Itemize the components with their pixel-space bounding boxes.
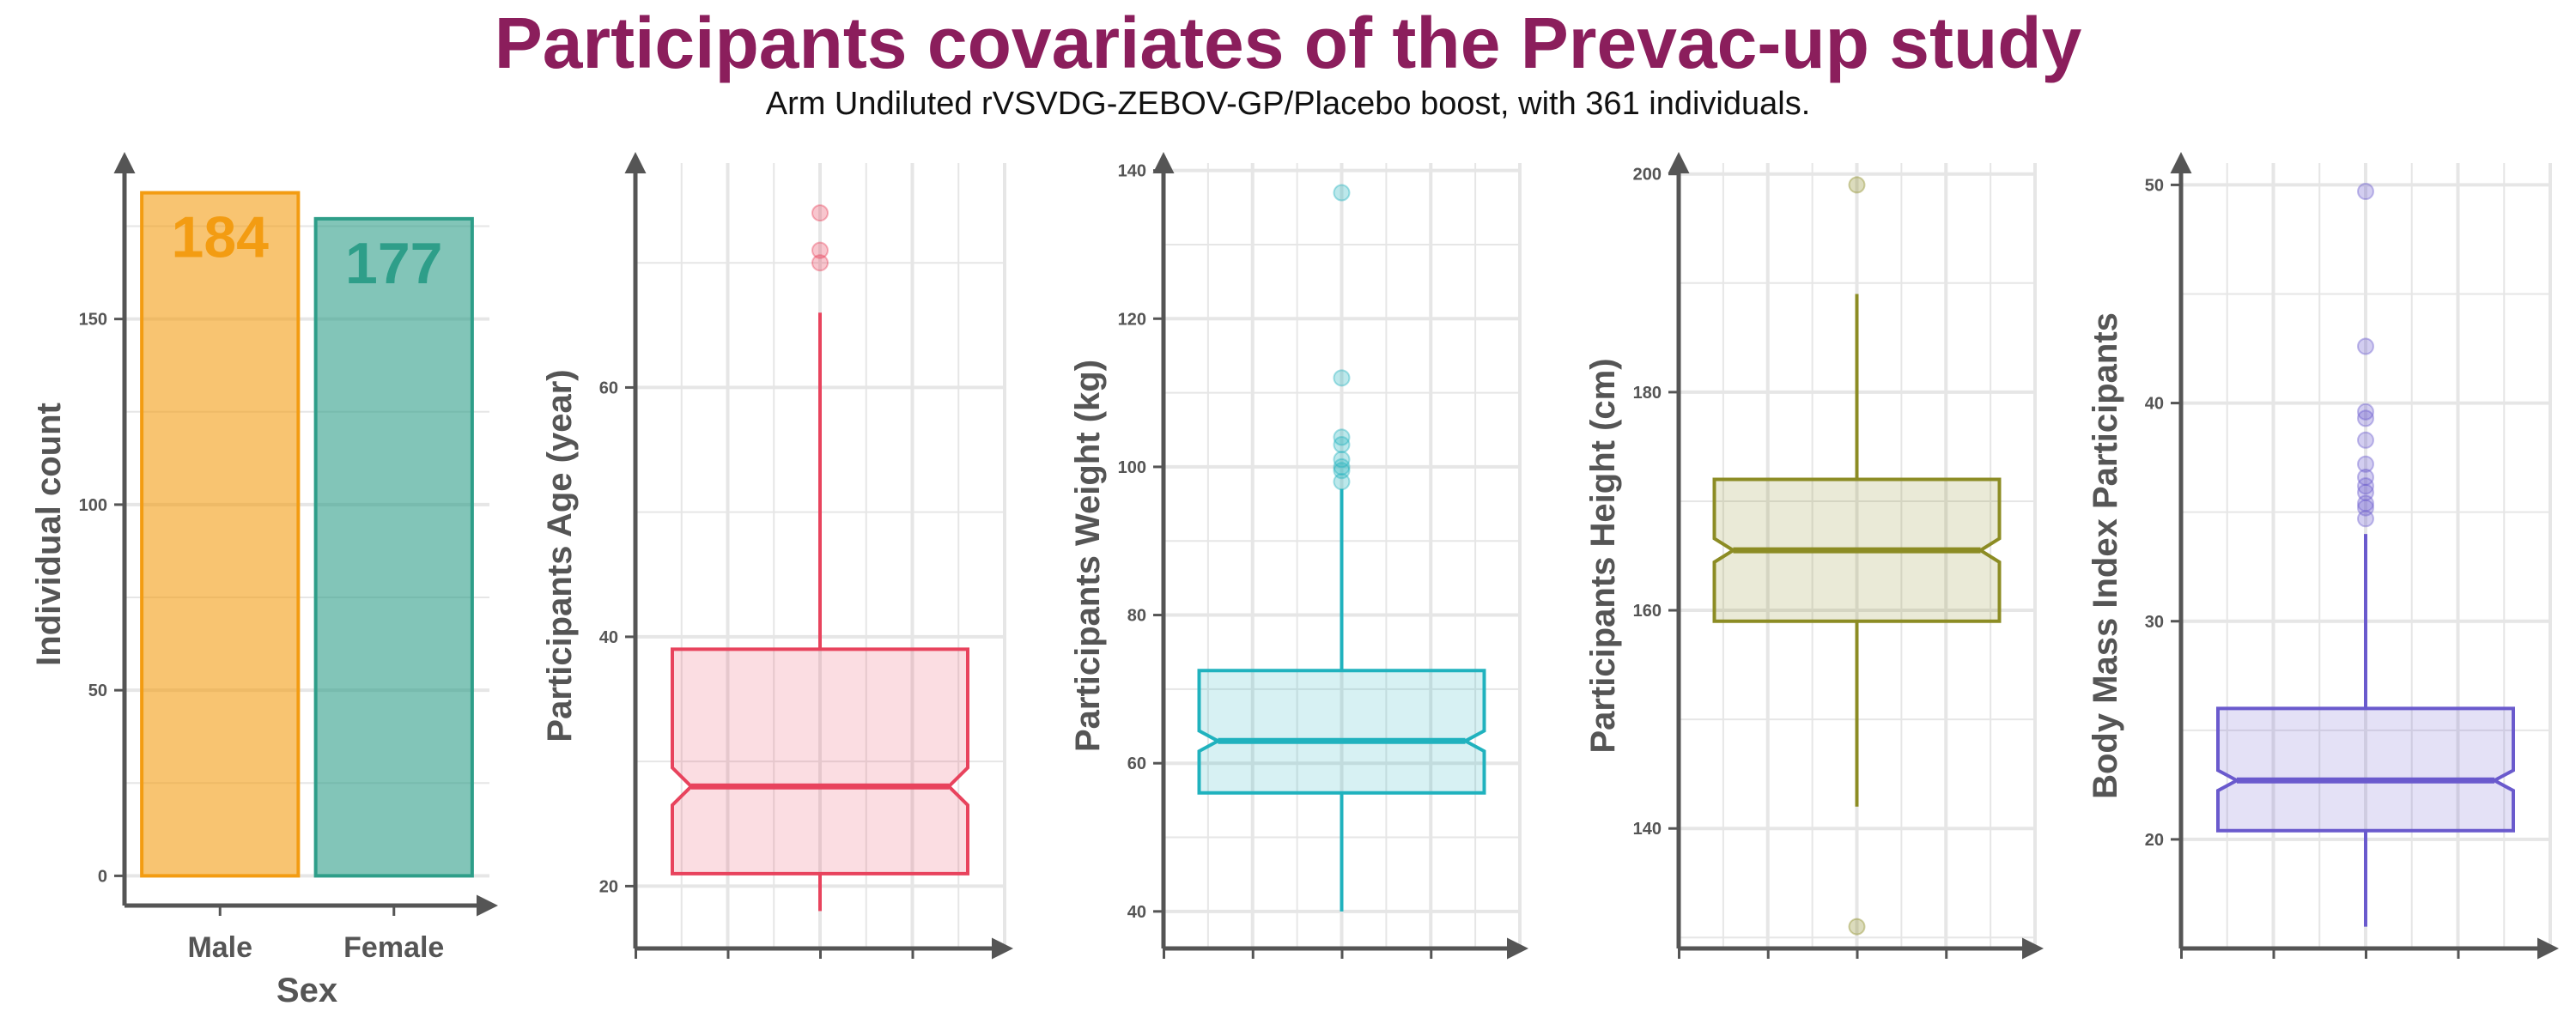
outlier-point — [2357, 469, 2374, 486]
y-tick-label: 30 — [2145, 613, 2164, 632]
outlier-point — [811, 204, 829, 222]
outlier-point — [1333, 462, 1351, 480]
y-tick-label: 40 — [1127, 903, 1146, 922]
chart-panel-2: 20 40 60 Participants Age (year) — [541, 152, 1013, 960]
figure-subtitle: Arm Undiluted rVSVDG-ZEBOV-GP/Placebo bo… — [765, 86, 1811, 122]
y-axis-label: Participants Height (cm) — [1584, 358, 1622, 753]
y-tick-label: 150 — [79, 311, 107, 330]
y-axis-label: Body Mass Index Participants — [2087, 312, 2124, 799]
outlier-point — [1333, 184, 1351, 202]
bar-male — [140, 191, 301, 878]
outlier-point — [1333, 451, 1351, 469]
outlier-point — [2357, 409, 2374, 427]
box-iqr — [2216, 706, 2515, 833]
outlier-point — [2357, 431, 2374, 449]
chart-panel-1: 0 50 100 150 Individual count 184 Male 177 Femal… — [30, 152, 498, 1009]
y-tick-label: 40 — [599, 628, 618, 647]
y-axis-label: Participants Age (year) — [541, 369, 579, 742]
outlier-point — [1333, 428, 1351, 446]
box-iqr — [671, 647, 969, 876]
bar-female — [313, 216, 474, 878]
y-tick-label: 60 — [599, 379, 618, 397]
bar-value-label: 177 — [345, 231, 442, 296]
y-tick-label: 20 — [599, 877, 618, 896]
y-tick-label: 50 — [88, 682, 107, 700]
y-tick-label: 100 — [79, 496, 107, 515]
y-tick-label: 140 — [1118, 162, 1146, 181]
y-tick-label: 100 — [1118, 458, 1146, 477]
y-tick-label: 50 — [2145, 176, 2164, 195]
outlier-point — [1848, 918, 1866, 936]
y-axis-label: Participants Weight (kg) — [1069, 360, 1107, 752]
outlier-point — [2357, 183, 2374, 201]
y-tick-label: 60 — [1127, 754, 1146, 773]
outlier-point — [1333, 473, 1351, 491]
outlier-point — [1333, 457, 1351, 476]
outlier-point — [1333, 436, 1351, 454]
outlier-point — [811, 241, 829, 259]
y-axis-label: Individual count — [30, 403, 68, 666]
outlier-point — [2357, 483, 2374, 501]
outlier-point — [1848, 176, 1866, 194]
figure-title: Participants covariates of the Prevac-up… — [494, 3, 2082, 83]
x-axis-label: Sex — [276, 972, 337, 1009]
outlier-point — [2357, 455, 2374, 473]
y-tick-label: 140 — [1633, 820, 1662, 839]
outlier-point — [2357, 494, 2374, 512]
chart-panel-5: 20 30 40 50 Body Mass Index Participants — [2087, 152, 2559, 960]
bar-value-label: 184 — [172, 205, 270, 270]
y-tick-label: 180 — [1633, 384, 1662, 403]
outlier-point — [2357, 499, 2374, 517]
outlier-point — [2357, 337, 2374, 355]
outlier-point — [811, 254, 829, 272]
outlier-point — [2357, 477, 2374, 495]
y-tick-label: 200 — [1633, 166, 1662, 185]
x-tick-label: Female — [343, 931, 444, 964]
y-tick-label: 20 — [2145, 831, 2164, 850]
y-tick-label: 40 — [2145, 395, 2164, 414]
chart-panel-4: 140 160 180 200 Participants Height (cm) — [1584, 152, 2044, 960]
chart-panel-3: 40 60 80 100 120 140 Participants Weight (kg) — [1069, 152, 1528, 960]
y-tick-label: 120 — [1118, 310, 1146, 329]
x-tick-label: Male — [187, 931, 252, 964]
y-tick-label: 80 — [1127, 607, 1146, 626]
y-tick-label: 160 — [1633, 602, 1662, 621]
outlier-point — [2357, 510, 2374, 528]
box-iqr — [1197, 669, 1486, 795]
outlier-point — [1333, 369, 1351, 387]
outlier-point — [2357, 403, 2374, 421]
y-tick-label: 0 — [98, 867, 107, 886]
